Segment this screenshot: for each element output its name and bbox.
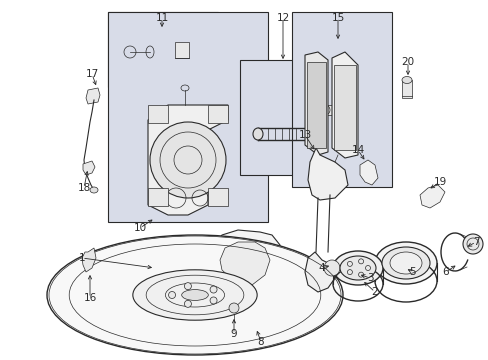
Text: 19: 19 (432, 177, 446, 187)
Polygon shape (82, 248, 96, 272)
Polygon shape (148, 105, 227, 215)
Polygon shape (306, 62, 325, 148)
Text: 20: 20 (401, 57, 414, 67)
Ellipse shape (339, 256, 375, 280)
Circle shape (210, 286, 217, 293)
Circle shape (150, 122, 225, 198)
Ellipse shape (332, 251, 382, 285)
Polygon shape (307, 148, 347, 200)
Text: 16: 16 (83, 293, 97, 303)
Bar (291, 12, 391, 187)
Circle shape (184, 300, 191, 307)
Circle shape (324, 260, 339, 276)
Polygon shape (419, 185, 444, 208)
Text: 10: 10 (133, 223, 146, 233)
Text: 5: 5 (409, 267, 415, 277)
Text: 12: 12 (276, 13, 289, 23)
Ellipse shape (389, 252, 421, 274)
Circle shape (168, 292, 175, 298)
Circle shape (462, 234, 482, 254)
Polygon shape (220, 242, 269, 285)
Text: 18: 18 (77, 183, 90, 193)
Polygon shape (359, 160, 377, 185)
Ellipse shape (182, 289, 208, 300)
Polygon shape (83, 161, 95, 175)
Text: 2: 2 (371, 287, 378, 297)
Ellipse shape (401, 77, 411, 84)
Text: 17: 17 (85, 69, 99, 79)
Ellipse shape (252, 128, 263, 140)
Polygon shape (305, 252, 334, 292)
Ellipse shape (340, 105, 348, 115)
Bar (148, 188, 168, 206)
Polygon shape (86, 88, 100, 104)
Ellipse shape (47, 235, 342, 355)
Text: 4: 4 (318, 263, 325, 273)
Text: 11: 11 (155, 13, 168, 23)
Text: 1: 1 (79, 253, 85, 263)
Ellipse shape (90, 187, 98, 193)
Text: 3: 3 (366, 273, 372, 283)
Text: 8: 8 (257, 337, 264, 347)
Polygon shape (331, 52, 357, 158)
Circle shape (228, 303, 239, 313)
Bar (401, 80, 411, 98)
Text: 7: 7 (472, 237, 478, 247)
Bar (108, 12, 218, 87)
Circle shape (184, 283, 191, 290)
Bar (148, 105, 168, 123)
Text: 9: 9 (230, 329, 237, 339)
Polygon shape (333, 65, 355, 150)
Bar (240, 60, 354, 175)
Polygon shape (305, 52, 327, 155)
Ellipse shape (319, 105, 329, 115)
Circle shape (210, 297, 217, 304)
Text: 14: 14 (351, 145, 364, 155)
Text: 13: 13 (298, 130, 311, 140)
Bar (175, 42, 189, 58)
Bar (207, 105, 227, 123)
Ellipse shape (381, 247, 429, 279)
Ellipse shape (310, 125, 325, 143)
Bar (207, 188, 227, 206)
Ellipse shape (374, 242, 436, 284)
Bar (325, 105, 345, 115)
Bar (108, 12, 267, 222)
Polygon shape (215, 230, 282, 308)
Ellipse shape (133, 270, 257, 320)
Text: 15: 15 (331, 13, 344, 23)
Text: 6: 6 (442, 267, 448, 277)
